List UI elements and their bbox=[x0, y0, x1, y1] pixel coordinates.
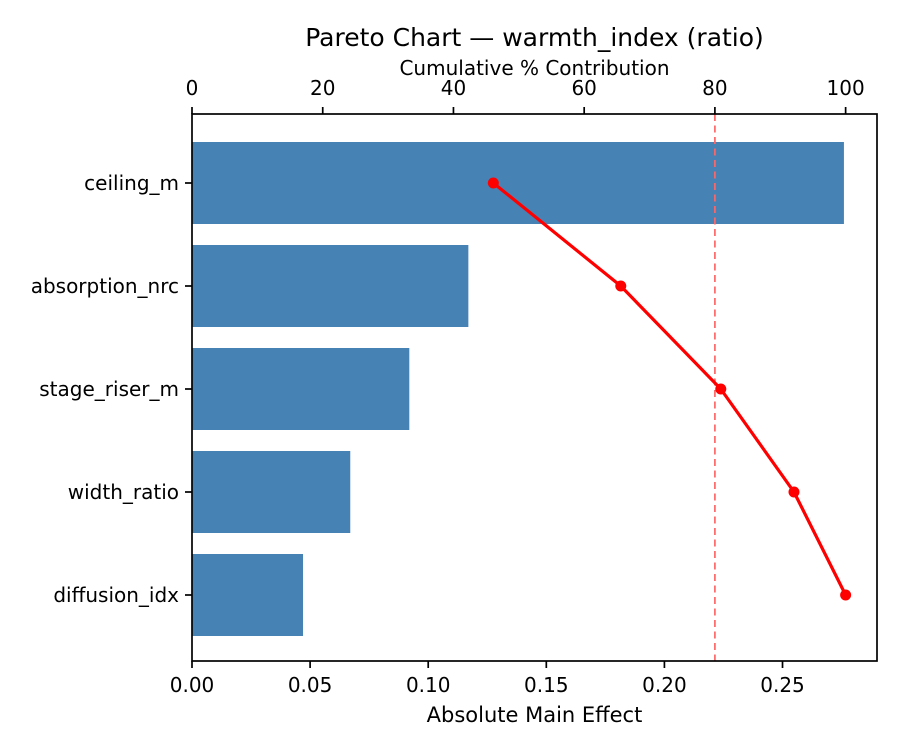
category-label-ceiling_m: ceiling_m bbox=[84, 171, 179, 195]
top-axis-tick-label: 60 bbox=[571, 76, 596, 100]
bar-stage_riser_m bbox=[192, 348, 410, 430]
top-axis-tick-label: 0 bbox=[186, 76, 199, 100]
top-axis-tick-label: 100 bbox=[827, 76, 865, 100]
bottom-axis-tick-label: 0.00 bbox=[170, 673, 215, 697]
top-axis-label: Cumulative % Contribution bbox=[399, 56, 669, 80]
bar-ceiling_m bbox=[192, 142, 844, 224]
top-axis-tick-label: 40 bbox=[441, 76, 466, 100]
bar-absorption_nrc bbox=[192, 245, 469, 327]
bars-layer bbox=[192, 142, 844, 636]
cumulative-marker-absorption_nrc bbox=[615, 280, 627, 292]
cumulative-marker-width_ratio bbox=[788, 486, 800, 498]
bottom-axis-tick-label: 0.15 bbox=[524, 673, 569, 697]
cumulative-marker-diffusion_idx bbox=[840, 589, 852, 601]
category-label-diffusion_idx: diffusion_idx bbox=[53, 583, 179, 607]
bottom-axis-tick-label: 0.25 bbox=[760, 673, 805, 697]
cumulative-marker-stage_riser_m bbox=[715, 383, 727, 395]
category-label-stage_riser_m: stage_riser_m bbox=[39, 377, 179, 401]
cumulative-line-layer bbox=[487, 177, 852, 601]
top-axis-tick-label: 80 bbox=[702, 76, 727, 100]
bar-diffusion_idx bbox=[192, 554, 304, 636]
cumulative-marker-ceiling_m bbox=[487, 177, 499, 189]
bottom-axis-tick-label: 0.10 bbox=[406, 673, 451, 697]
x-axis-label: Absolute Main Effect bbox=[427, 703, 643, 727]
plot-border bbox=[191, 113, 878, 662]
top-axis-tick-label: 20 bbox=[310, 76, 335, 100]
category-label-width_ratio: width_ratio bbox=[68, 480, 179, 504]
bottom-axis-tick-label: 0.20 bbox=[642, 673, 687, 697]
bar-width_ratio bbox=[192, 451, 351, 533]
cumulative-line bbox=[492, 181, 848, 596]
axes-layer: 0.00 0.05 0.10 0.15 0.20 0.25 0 20 40 60 80 100 ceil… bbox=[31, 76, 865, 697]
bottom-axis-tick-label: 0.05 bbox=[288, 673, 333, 697]
category-label-absorption_nrc: absorption_nrc bbox=[31, 274, 179, 298]
chart-title: Pareto Chart — warmth_index (ratio) bbox=[305, 23, 764, 52]
